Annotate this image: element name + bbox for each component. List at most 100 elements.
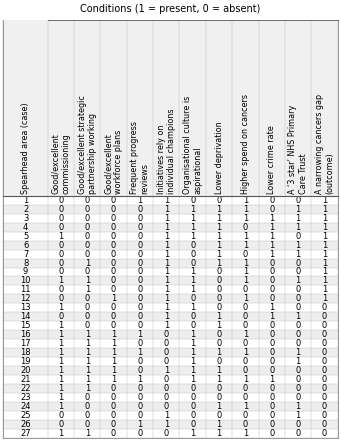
- Text: 0: 0: [217, 303, 222, 312]
- Text: 0: 0: [217, 286, 222, 294]
- Text: 0: 0: [137, 231, 143, 241]
- Bar: [3, 231, 338, 241]
- Text: 11: 11: [20, 286, 31, 294]
- Text: 0: 0: [164, 348, 169, 357]
- Text: 0: 0: [217, 330, 222, 339]
- Text: 0: 0: [111, 231, 116, 241]
- Text: 1: 1: [217, 321, 222, 330]
- Text: 0: 0: [322, 339, 327, 348]
- Bar: [3, 20, 338, 196]
- Text: 21: 21: [20, 375, 31, 384]
- Text: 0: 0: [295, 420, 301, 429]
- Text: 8: 8: [23, 259, 28, 268]
- Text: 0: 0: [111, 420, 116, 429]
- Text: 0: 0: [322, 357, 327, 366]
- Text: 1: 1: [164, 249, 169, 259]
- Text: 0: 0: [58, 268, 63, 276]
- Text: 9: 9: [23, 268, 28, 276]
- Text: 0: 0: [164, 330, 169, 339]
- Text: 0: 0: [111, 393, 116, 402]
- Text: 0: 0: [58, 241, 63, 249]
- Text: 1: 1: [295, 276, 301, 286]
- Text: 1: 1: [322, 276, 327, 286]
- Text: 1: 1: [190, 268, 195, 276]
- Text: 0: 0: [137, 339, 143, 348]
- Text: 1: 1: [243, 196, 248, 205]
- Text: 1: 1: [85, 429, 90, 438]
- Text: 0: 0: [295, 259, 301, 268]
- Text: 0: 0: [137, 357, 143, 366]
- Text: 1: 1: [58, 357, 63, 366]
- Text: 1: 1: [217, 249, 222, 259]
- Text: 1: 1: [58, 303, 63, 312]
- Text: 0: 0: [111, 411, 116, 420]
- Text: 1: 1: [217, 312, 222, 321]
- Text: Initiatives rely on
individual champions: Initiatives rely on individual champions: [157, 108, 176, 194]
- Text: 0: 0: [269, 321, 275, 330]
- Text: Lower deprivation: Lower deprivation: [214, 121, 223, 194]
- Text: 0: 0: [217, 411, 222, 420]
- Text: 1: 1: [243, 259, 248, 268]
- Text: 1: 1: [322, 294, 327, 303]
- Text: 1: 1: [322, 214, 327, 223]
- Text: 1: 1: [190, 339, 195, 348]
- Text: 14: 14: [20, 312, 31, 321]
- Text: 0: 0: [111, 321, 116, 330]
- Text: 1: 1: [164, 196, 169, 205]
- Bar: [3, 411, 338, 420]
- Text: 0: 0: [58, 196, 63, 205]
- Text: 0: 0: [269, 402, 275, 411]
- Text: 1: 1: [269, 249, 275, 259]
- Text: 25: 25: [20, 411, 31, 420]
- Text: Lower crime rate: Lower crime rate: [267, 125, 276, 194]
- Text: 1: 1: [137, 375, 143, 384]
- Text: 1: 1: [217, 223, 222, 232]
- Text: 0: 0: [137, 402, 143, 411]
- Text: 0: 0: [190, 384, 195, 393]
- Text: 1: 1: [217, 366, 222, 375]
- Text: 0: 0: [243, 366, 248, 375]
- Text: 0: 0: [85, 231, 90, 241]
- Text: 1: 1: [295, 402, 301, 411]
- Text: 0: 0: [85, 321, 90, 330]
- Bar: [3, 259, 338, 268]
- Text: 0: 0: [269, 357, 275, 366]
- Text: 0: 0: [111, 402, 116, 411]
- Text: 1: 1: [269, 241, 275, 249]
- Text: 0: 0: [58, 294, 63, 303]
- Text: 1: 1: [164, 286, 169, 294]
- Bar: [3, 393, 338, 402]
- Text: 0: 0: [243, 303, 248, 312]
- Text: 0: 0: [137, 276, 143, 286]
- Text: 0: 0: [137, 366, 143, 375]
- Text: Spearhead area (case): Spearhead area (case): [21, 102, 30, 194]
- Text: A ‘3 star’ NHS Primary
Care Trust: A ‘3 star’ NHS Primary Care Trust: [288, 104, 308, 194]
- Text: 1: 1: [164, 420, 169, 429]
- Text: 1: 1: [269, 312, 275, 321]
- Bar: [3, 196, 338, 205]
- Text: 0: 0: [85, 214, 90, 223]
- Text: 0: 0: [295, 339, 301, 348]
- Text: 0: 0: [322, 384, 327, 393]
- Text: 1: 1: [269, 303, 275, 312]
- Text: 0: 0: [164, 339, 169, 348]
- Text: 0: 0: [111, 249, 116, 259]
- Text: 0: 0: [269, 259, 275, 268]
- Text: 1: 1: [217, 429, 222, 438]
- Text: 0: 0: [111, 384, 116, 393]
- Text: 0: 0: [85, 411, 90, 420]
- Text: 1: 1: [217, 259, 222, 268]
- Text: 0: 0: [322, 321, 327, 330]
- Text: 0: 0: [322, 411, 327, 420]
- Text: 0: 0: [137, 393, 143, 402]
- Text: 1: 1: [23, 196, 28, 205]
- Bar: [3, 420, 338, 429]
- Text: 1: 1: [111, 366, 116, 375]
- Text: 0: 0: [322, 303, 327, 312]
- Text: 0: 0: [243, 420, 248, 429]
- Text: 1: 1: [295, 223, 301, 232]
- Text: 0: 0: [111, 196, 116, 205]
- Text: 0: 0: [190, 312, 195, 321]
- Bar: [3, 241, 338, 249]
- Text: 0: 0: [322, 366, 327, 375]
